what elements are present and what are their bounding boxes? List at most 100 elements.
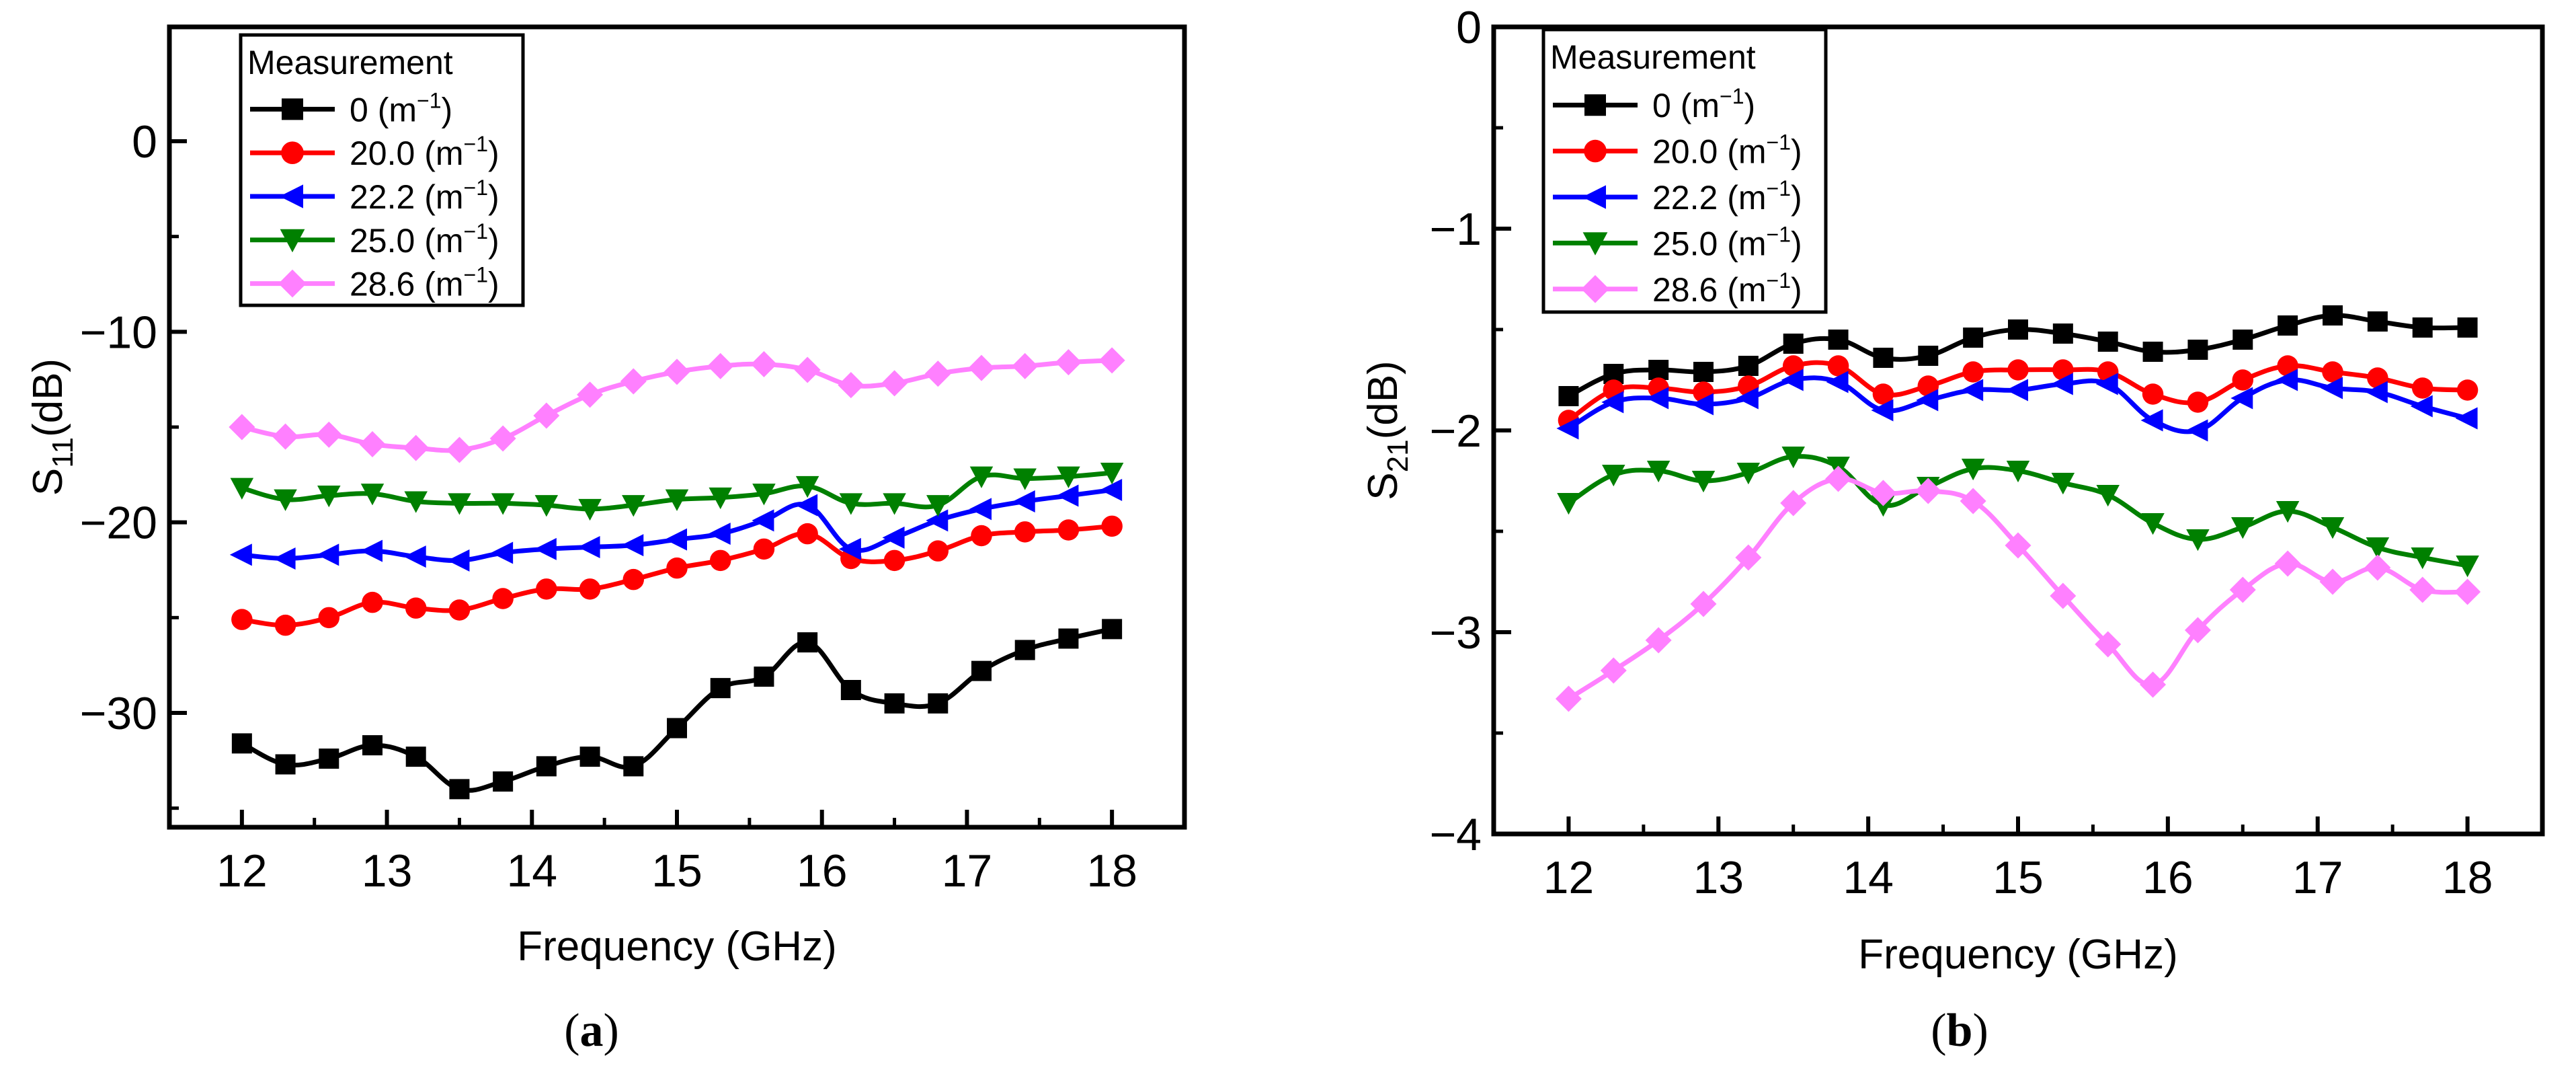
series-4 xyxy=(1555,465,2481,712)
legend-unit: m xyxy=(1738,225,1767,262)
data-point xyxy=(362,591,383,613)
data-point xyxy=(838,372,864,399)
y-axis-title-main: S xyxy=(1360,472,1406,500)
legend-box xyxy=(1541,28,1828,314)
data-point xyxy=(2051,473,2075,495)
caption-letter: a xyxy=(580,1005,604,1057)
data-point xyxy=(1736,387,1759,410)
data-point xyxy=(2052,323,2073,344)
data-point xyxy=(1056,484,1079,507)
data-point xyxy=(1916,389,1939,412)
data-point xyxy=(968,354,995,381)
data-point xyxy=(2456,556,2479,578)
y-tick-label: −30 xyxy=(80,688,157,739)
legend-paren-close: ) xyxy=(1791,271,1802,309)
legend-paren-open: ( xyxy=(1671,87,1692,124)
x-tick-label: 18 xyxy=(1086,845,1137,897)
data-point xyxy=(1735,544,1762,571)
x-tick-label: 14 xyxy=(506,845,557,897)
data-point xyxy=(403,434,430,461)
data-point xyxy=(2366,537,2390,560)
legend-label: 25.0 (m−1) xyxy=(350,219,499,260)
caption-paren-close: ) xyxy=(604,1005,619,1057)
x-tick-label: 13 xyxy=(362,845,413,897)
data-point xyxy=(969,498,992,521)
y-tick-label: −20 xyxy=(80,498,157,549)
legend-unit: m xyxy=(1738,271,1767,309)
data-point xyxy=(1601,391,1624,414)
x-tick-label: 18 xyxy=(2442,852,2493,903)
legend-exp: −1 xyxy=(1767,176,1791,200)
data-point xyxy=(2187,340,2208,360)
legend-box xyxy=(239,33,525,307)
data-point xyxy=(2142,383,2164,405)
legend-paren-close: ) xyxy=(488,135,499,172)
data-point xyxy=(1825,465,1852,492)
data-point xyxy=(1558,386,1579,406)
legend-marker xyxy=(1581,275,1609,303)
data-point xyxy=(1918,346,1939,366)
data-point xyxy=(315,421,342,448)
data-point xyxy=(1102,619,1123,640)
data-point xyxy=(838,537,861,560)
data-point xyxy=(622,568,645,590)
data-point xyxy=(1960,488,1986,514)
data-point xyxy=(579,747,600,767)
x-tick-label: 16 xyxy=(797,845,848,897)
data-point xyxy=(623,756,644,777)
legend-label: 25.0 (m−1) xyxy=(1652,222,1802,262)
data-point xyxy=(926,495,950,517)
data-point xyxy=(883,549,905,572)
legend-entry-1: 20.0 (m−1) xyxy=(1553,130,1802,171)
data-point xyxy=(2274,550,2301,577)
data-point xyxy=(620,368,647,395)
legend-unit: m xyxy=(1738,179,1767,217)
data-point xyxy=(1602,465,1625,487)
legend-label: 20.0 (m−1) xyxy=(1652,130,1802,171)
data-point xyxy=(492,588,514,609)
data-point xyxy=(2008,319,2028,340)
series-0 xyxy=(231,619,1123,800)
legend-paren-close: ) xyxy=(488,178,499,216)
data-point xyxy=(317,486,341,508)
data-point xyxy=(1058,628,1079,649)
data-point xyxy=(275,754,296,775)
legend-paren-close: ) xyxy=(1744,87,1756,124)
data-point xyxy=(2184,617,2211,644)
legend-paren-close: ) xyxy=(488,222,499,260)
data-point xyxy=(795,494,818,517)
data-point xyxy=(405,597,427,619)
series-1 xyxy=(1558,355,2479,431)
data-point xyxy=(1961,459,1985,481)
data-point xyxy=(1012,490,1035,512)
data-point xyxy=(2097,332,2118,352)
legend-exp: −1 xyxy=(464,132,488,156)
data-point xyxy=(1646,461,1671,483)
data-point xyxy=(1691,471,1716,493)
data-point xyxy=(2276,501,2300,523)
legend-title: Measurement xyxy=(247,44,453,81)
legend-name: 25.0 xyxy=(1652,225,1718,262)
x-tick-label: 16 xyxy=(2142,852,2193,903)
data-point xyxy=(448,599,471,621)
data-point xyxy=(752,484,776,506)
data-point xyxy=(2321,377,2343,399)
data-point xyxy=(666,557,688,579)
legend-name: 28.6 xyxy=(1652,271,1718,309)
data-point xyxy=(2278,315,2298,336)
data-point xyxy=(2050,373,2073,395)
data-point xyxy=(1871,399,1894,422)
y-axis-title-unit: (dB) xyxy=(1360,360,1406,439)
x-tick-label: 17 xyxy=(2292,852,2343,903)
data-point xyxy=(621,534,644,557)
data-point xyxy=(1783,334,1804,354)
data-point xyxy=(2142,342,2163,362)
data-point xyxy=(536,578,557,600)
data-point xyxy=(2319,568,2346,595)
data-point xyxy=(1013,468,1037,490)
data-point xyxy=(2454,578,2481,605)
legend-unit: m xyxy=(389,91,417,128)
data-point xyxy=(1100,463,1124,485)
data-point xyxy=(1098,347,1125,374)
data-point xyxy=(447,549,470,572)
